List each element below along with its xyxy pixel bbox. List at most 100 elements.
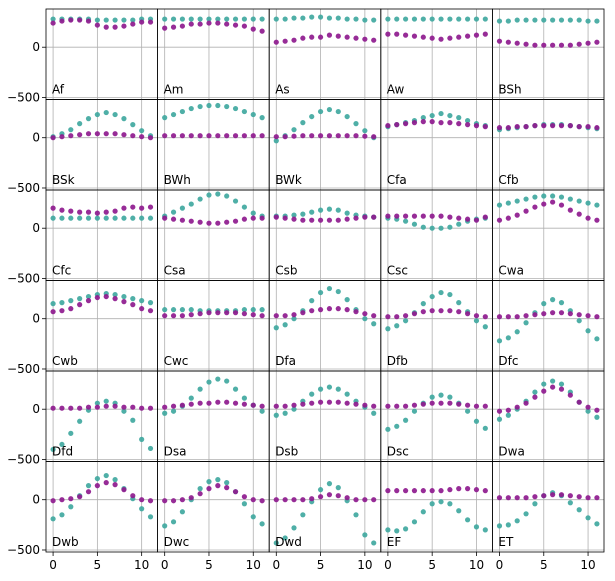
panel-am: Am <box>157 8 270 100</box>
series-purple-point <box>353 35 359 41</box>
series-purple-point <box>576 312 582 318</box>
series-purple-point <box>291 133 297 139</box>
series-teal-point <box>309 113 315 120</box>
series-purple-point <box>523 495 529 501</box>
series-purple-point <box>576 41 582 47</box>
panel-cwa: Cwa <box>491 189 605 281</box>
panel-label: Af <box>52 83 65 97</box>
series-teal-point <box>514 518 520 524</box>
series-purple-point <box>282 497 288 503</box>
series-purple-point <box>224 310 230 316</box>
series-teal-point <box>420 509 426 515</box>
series-purple-point <box>170 133 177 139</box>
series-purple-point <box>403 313 409 319</box>
y-tick-label: 0 <box>32 312 40 326</box>
series-teal-point <box>362 316 368 322</box>
series-teal-point <box>585 200 591 206</box>
y-tick-label: 0 <box>32 221 40 235</box>
series-purple-point <box>139 306 145 312</box>
series-purple-point <box>103 24 109 30</box>
series-teal-point <box>282 410 288 416</box>
series-purple-point <box>188 401 194 407</box>
series-teal-point <box>371 17 377 23</box>
series-teal-point <box>170 519 177 525</box>
series-purple-point <box>456 34 462 40</box>
series-purple-point <box>411 213 418 219</box>
y-tick-label: −500 <box>7 181 40 195</box>
panel-csa: Csa <box>157 189 270 281</box>
series-purple-point <box>532 494 538 500</box>
series-teal-point <box>429 225 435 231</box>
series-purple-point <box>411 311 418 317</box>
series-purple-point <box>594 39 600 45</box>
series-teal-point <box>112 291 118 298</box>
series-teal-point <box>344 391 350 397</box>
series-teal-point <box>456 508 462 514</box>
series-purple-point <box>532 312 538 318</box>
series-purple-point <box>394 31 400 37</box>
series-teal-point <box>496 18 503 24</box>
x-tick-label: 10 <box>246 558 261 572</box>
series-teal-point <box>259 408 265 414</box>
series-teal-point <box>232 198 239 204</box>
series-teal-point <box>558 381 565 387</box>
panel-dsb: Dsb <box>268 370 382 462</box>
series-teal-point <box>77 215 83 221</box>
series-teal-point <box>250 210 256 216</box>
series-purple-point <box>224 21 230 27</box>
series-purple-point <box>77 494 83 500</box>
series-teal-point <box>94 475 100 482</box>
series-purple-point <box>385 488 391 494</box>
series-purple-point <box>317 217 324 223</box>
series-purple-point <box>241 133 247 139</box>
series-purple-point <box>259 28 265 34</box>
series-teal-point <box>523 511 529 517</box>
panel-label: Cwa <box>498 264 524 278</box>
panel-label: Dwd <box>275 535 302 549</box>
series-teal-point <box>394 423 400 429</box>
series-teal-point <box>309 14 315 20</box>
series-purple-point <box>371 403 377 409</box>
series-purple-point <box>77 209 83 215</box>
series-purple-point <box>259 215 265 221</box>
series-purple-point <box>139 497 145 503</box>
series-teal-point <box>505 335 511 341</box>
series-purple-point <box>558 123 565 129</box>
series-teal-point <box>429 293 435 300</box>
series-teal-point <box>59 300 65 306</box>
x-tick-label: 5 <box>428 558 436 572</box>
panel-label: Dwc <box>164 535 190 549</box>
series-teal-point <box>465 16 471 22</box>
series-teal-point <box>385 527 391 533</box>
series-purple-point <box>505 407 511 413</box>
series-teal-point <box>103 109 109 116</box>
series-purple-point <box>326 306 333 312</box>
series-purple-point <box>197 491 203 497</box>
y-tick-label: 0 <box>32 493 40 507</box>
series-purple-point <box>456 215 462 221</box>
series-teal-point <box>403 218 409 224</box>
series-purple-point <box>300 497 306 503</box>
series-purple-point <box>429 35 435 41</box>
panel-label: Dfb <box>387 354 408 368</box>
panel-dwd: Dwd <box>268 461 382 553</box>
series-purple-point <box>85 209 92 215</box>
series-purple-point <box>576 211 582 217</box>
series-teal-point <box>94 400 100 406</box>
series-teal-point <box>50 16 56 22</box>
series-purple-point <box>250 312 256 318</box>
series-purple-point <box>300 401 306 407</box>
series-teal-point <box>121 215 127 221</box>
series-purple-point <box>224 399 230 405</box>
series-purple-point <box>567 123 573 129</box>
series-teal-point <box>224 378 230 384</box>
series-teal-point <box>215 191 221 197</box>
series-purple-point <box>447 487 453 493</box>
series-purple-point <box>94 294 100 301</box>
series-purple-point <box>162 25 168 31</box>
series-purple-point <box>541 388 547 394</box>
series-teal-point <box>438 225 444 231</box>
series-teal-point <box>541 193 547 199</box>
series-purple-point <box>514 495 520 501</box>
series-teal-point <box>514 17 520 23</box>
